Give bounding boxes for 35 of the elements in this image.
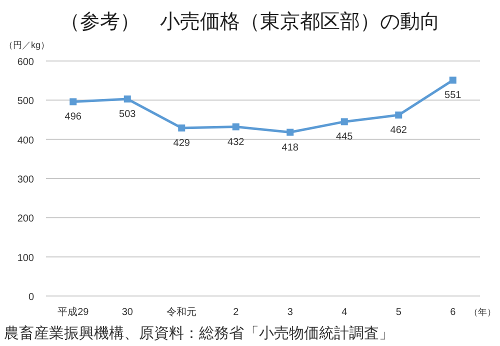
point [340, 118, 348, 126]
data-label: 445 [336, 132, 354, 143]
text: 農畜産業振興機構、原資料：総務省「小売物価統計調査」 [4, 325, 394, 342]
point [286, 128, 294, 136]
x-tick-label: 6 [450, 307, 456, 318]
data-label: 462 [390, 125, 408, 136]
y-axis-title: （円／kg） [4, 40, 50, 50]
point [124, 95, 131, 102]
data-label: 429 [173, 138, 190, 149]
y-tick-label: 0 [28, 292, 34, 303]
data-label: 503 [119, 108, 136, 120]
x-tick-label: 30 [122, 307, 134, 318]
point [178, 124, 186, 132]
x-tick-label: 3 [287, 307, 294, 318]
data-label: 418 [282, 142, 299, 154]
chart-title: （参考） 小売価格（東京都区部）の動向 [60, 11, 440, 33]
x-tick-label: 2 [233, 307, 240, 318]
point [232, 123, 240, 130]
data-label: 496 [64, 112, 82, 123]
y-tick-label: 500 [17, 96, 34, 108]
y-tick-label: 200 [17, 214, 34, 225]
x-tick-label: 令和元 [166, 306, 197, 318]
x-tick-label: 5 [396, 307, 402, 318]
x-tick-label: 平成29 [58, 306, 90, 318]
x-tick-label: 4 [342, 307, 348, 318]
point [70, 98, 77, 106]
x-axis-title: （年） [469, 307, 496, 317]
y-tick-label: 400 [17, 135, 34, 146]
point [395, 112, 402, 119]
point [449, 76, 456, 84]
y-tick-label: 300 [17, 174, 34, 186]
y-tick-label: 600 [17, 57, 34, 68]
y-tick-label: 100 [17, 252, 34, 264]
data-label: 432 [228, 136, 245, 148]
data-label: 551 [444, 90, 462, 102]
